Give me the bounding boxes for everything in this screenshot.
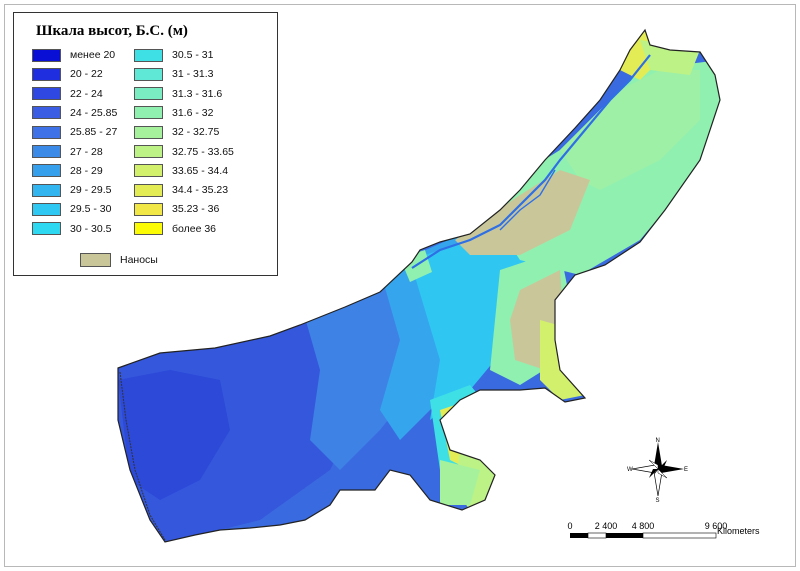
scale-tick-0: 0 <box>567 521 573 531</box>
legend-swatch <box>32 87 61 101</box>
scale-bar: 0 2 400 4 800 9 600 Kilometers <box>566 521 796 543</box>
compass-e: E <box>684 467 688 473</box>
legend-swatch <box>134 164 163 178</box>
legend-swatch <box>134 125 163 139</box>
legend-label: 31.3 - 31.6 <box>172 87 223 100</box>
legend-swatch <box>134 48 163 62</box>
legend-item: 31.3 - 31.6 <box>134 87 222 101</box>
embankment-line <box>119 371 166 541</box>
legend-label: 31.6 - 32 <box>172 106 214 119</box>
legend-label: 28 - 29 <box>70 164 103 177</box>
legend-item: 32 - 32.75 <box>134 125 219 139</box>
legend-item: более 36 <box>134 222 216 236</box>
legend-swatch <box>134 87 163 101</box>
legend-label: менее 20 <box>70 49 116 61</box>
legend-item-sediment: Наносы <box>80 253 158 267</box>
legend-swatch <box>134 106 163 120</box>
legend-item: 33.65 - 34.4 <box>134 164 228 178</box>
legend: Шкала высот, Б.С. (м) менее 20 20 - 22 22 … <box>13 12 278 276</box>
legend-label: 27 - 28 <box>70 145 103 158</box>
legend-title: Шкала высот, Б.С. (м) <box>36 23 188 39</box>
legend-item: 32.75 - 33.65 <box>134 145 234 159</box>
legend-swatch <box>134 145 163 158</box>
legend-label: более 36 <box>172 222 217 235</box>
legend-item: 20 - 22 <box>32 67 103 81</box>
legend-label: 34.4 - 35.23 <box>172 184 229 197</box>
legend-item: менее 20 <box>32 48 115 62</box>
legend-swatch <box>32 183 61 197</box>
legend-label: 32.75 - 33.65 <box>172 145 234 158</box>
legend-label: 29 - 29.5 <box>70 184 112 197</box>
legend-label: 31 - 31.3 <box>172 68 214 81</box>
legend-swatch <box>32 222 61 236</box>
legend-swatch <box>32 145 61 158</box>
legend-label: 29.5 - 30 <box>70 203 112 216</box>
legend-item: 34.4 - 35.23 <box>134 183 228 197</box>
legend-swatch <box>134 183 163 197</box>
legend-item: 25.85 - 27 <box>32 125 117 139</box>
legend-item: 35.23 - 36 <box>134 202 219 216</box>
legend-item: 30 - 30.5 <box>32 222 111 236</box>
legend-label: 30.5 - 31 <box>172 49 214 61</box>
legend-swatch <box>134 202 163 216</box>
scale-tick-3: 9 600 <box>704 521 728 531</box>
legend-item: 28 - 29 <box>32 164 103 178</box>
legend-swatch <box>32 48 61 62</box>
legend-label-sediment: Наносы <box>120 254 158 266</box>
legend-label: 20 - 22 <box>70 68 103 81</box>
north-arrow: N S W E <box>627 436 689 504</box>
legend-item: 24 - 25.85 <box>32 106 117 120</box>
legend-swatch <box>32 202 61 216</box>
legend-item: 29.5 - 30 <box>32 202 111 216</box>
compass-rose-icon: N S W E <box>627 438 688 504</box>
scale-tick-1: 2 400 <box>594 521 618 531</box>
map-frame <box>4 4 796 567</box>
compass-w: W <box>627 467 633 473</box>
legend-label: 24 - 25.85 <box>70 106 118 119</box>
legend-swatch <box>134 67 163 81</box>
legend-item: 29 - 29.5 <box>32 183 111 197</box>
legend-swatch <box>32 67 61 81</box>
scale-tick-2: 4 800 <box>631 521 655 531</box>
legend-swatch <box>134 222 163 236</box>
legend-item: 22 - 24 <box>32 87 103 101</box>
territory-outline <box>117 28 721 543</box>
legend-swatch <box>32 106 61 120</box>
legend-label: 32 - 32.75 <box>172 126 220 139</box>
legend-label: 30 - 30.5 <box>70 222 112 235</box>
legend-swatch <box>32 164 61 178</box>
compass-n: N <box>656 438 660 444</box>
legend-label: 25.85 - 27 <box>70 126 118 139</box>
scale-unit: Kilometers <box>717 526 760 536</box>
legend-item: 31.6 - 32 <box>134 106 213 120</box>
river-branch <box>499 169 556 231</box>
legend-label: 33.65 - 34.4 <box>172 164 229 177</box>
legend-label: 35.23 - 36 <box>172 203 220 216</box>
compass-s: S <box>656 498 660 502</box>
scale-bar-graphic <box>570 532 717 539</box>
legend-label: 22 - 24 <box>70 87 103 100</box>
river-channel <box>411 54 651 269</box>
legend-swatch <box>32 125 61 139</box>
legend-swatch-sediment <box>80 253 111 267</box>
legend-item: 27 - 28 <box>32 145 103 159</box>
legend-item: 31 - 31.3 <box>134 67 213 81</box>
legend-item: 30.5 - 31 <box>134 48 213 62</box>
